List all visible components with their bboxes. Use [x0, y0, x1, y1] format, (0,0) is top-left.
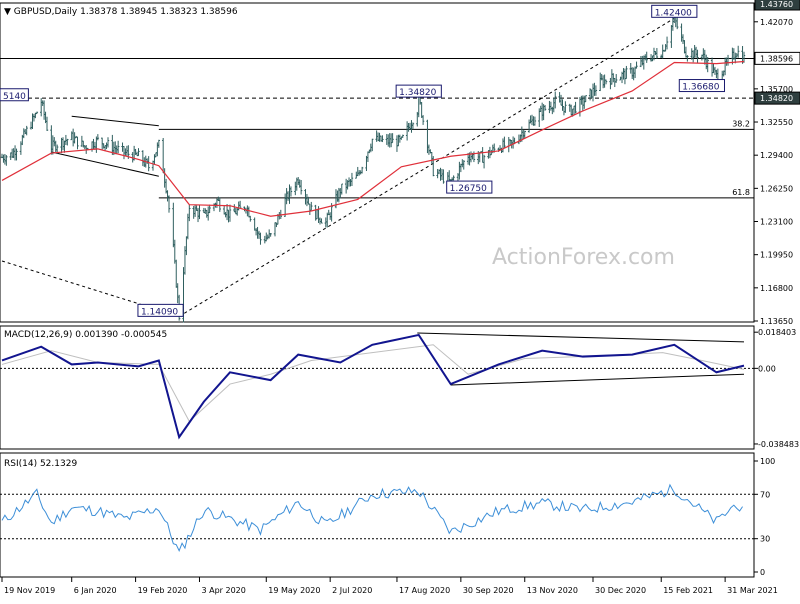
support-trendline-lower: [1, 260, 180, 317]
axis-rsi-label: 100: [760, 457, 775, 466]
axis-price-label: 1.19950: [760, 251, 793, 260]
axis-date-label: 19 Nov 2019: [4, 586, 55, 595]
axis-macd-label: -0.038483: [758, 440, 799, 449]
dropdown-triangle-icon[interactable]: ▼: [4, 7, 14, 17]
price-label: 1.34820: [399, 88, 436, 98]
price-label: 1.26750: [450, 184, 487, 194]
fib-label: 38.2: [732, 119, 750, 128]
axis-price-highlight: [754, 51, 800, 65]
axis-price-label: 1.23100: [760, 218, 793, 227]
fib-label: 61.8: [732, 188, 750, 197]
axis-rsi-label: 30: [760, 535, 770, 544]
axis-date-label: 31 Mar 2021: [727, 586, 778, 595]
rsi-line: [1, 483, 743, 552]
triangle-upper-line: [71, 115, 159, 127]
price-label: 1.42400: [655, 8, 692, 18]
moving-average-line: [1, 60, 745, 217]
macd-upper-trendline: [417, 332, 745, 343]
macd-lower-trendline: [450, 373, 745, 386]
axis-rsi-label: 0: [760, 568, 765, 577]
price-label: 5140: [3, 92, 26, 102]
axis-price-label: 1.32550: [760, 118, 793, 127]
axis-price-highlight: [754, 0, 800, 11]
axis-price-label: 1.13650: [760, 317, 793, 326]
axis-date-label: 2 Jul 2020: [332, 586, 372, 595]
axis-date-label: 17 Aug 2020: [399, 586, 450, 595]
macd-line: [1, 333, 745, 440]
axis-date-label: 30 Sep 2020: [463, 586, 514, 595]
axis-price-label: 1.29400: [760, 151, 793, 160]
axis-price-label: 1.34820: [760, 94, 793, 103]
axis-price-label: 1.16800: [760, 284, 793, 293]
axis-macd-label: 0.00: [758, 364, 776, 373]
axis-date-label: 15 Feb 2021: [663, 586, 713, 595]
axis-macd-label: 0.018403: [758, 328, 796, 337]
watermark: ActionForex.com: [492, 245, 675, 270]
axis-date-label: 19 Feb 2020: [138, 586, 188, 595]
price-label-box: [137, 303, 184, 317]
axis-price-label: 1.43760: [760, 0, 793, 9]
axis-date-label: 3 Apr 2020: [201, 586, 245, 595]
macd-layer: [0, 332, 754, 440]
macd-title: MACD(12,26,9) 0.001390 -0.000545: [4, 330, 167, 340]
rsi-title: RSI(14) 52.1329: [4, 459, 77, 469]
price-label-box: [678, 79, 725, 93]
axis-date-label: 6 Jan 2020: [74, 586, 117, 595]
axis-date-label: 13 Nov 2020: [527, 586, 578, 595]
axis-price-highlight: [754, 91, 800, 105]
axis-price-label: 1.42070: [760, 18, 793, 27]
axis-rsi-label: 70: [760, 490, 770, 499]
symbol-line: ▼ GBPUSD,Daily 1.38378 1.38945 1.38323 1…: [4, 7, 238, 17]
axis-price-label: 1.26250: [760, 184, 793, 193]
rsi-layer: [0, 483, 754, 552]
macd-panel-frame: [0, 325, 755, 450]
axis-price-label: 1.38596: [760, 54, 793, 63]
price-label: 1.36680: [682, 83, 719, 93]
axis-date-label: 19 May 2020: [268, 586, 320, 595]
price-label: 1.14090: [141, 307, 178, 317]
price-label-box: [651, 4, 698, 18]
price-layer: 38.2 61.8 1.42400 1.36680 1.34820 1.26750 1.14…: [0, 4, 754, 323]
price-label-box: [446, 180, 493, 194]
rsi-panel-frame: [0, 452, 755, 578]
symbol-values: GBPUSD,Daily 1.38378 1.38945 1.38323 1.3…: [14, 7, 238, 17]
price-label-box: [0, 88, 29, 102]
price-label-box: [395, 84, 442, 98]
rising-trendline: [178, 17, 675, 317]
price-panel-frame: [0, 2, 755, 323]
axis-date-label: 30 Dec 2020: [595, 586, 646, 595]
axis-price-label: 1.35700: [760, 85, 793, 94]
triangle-lower-line: [51, 151, 159, 177]
